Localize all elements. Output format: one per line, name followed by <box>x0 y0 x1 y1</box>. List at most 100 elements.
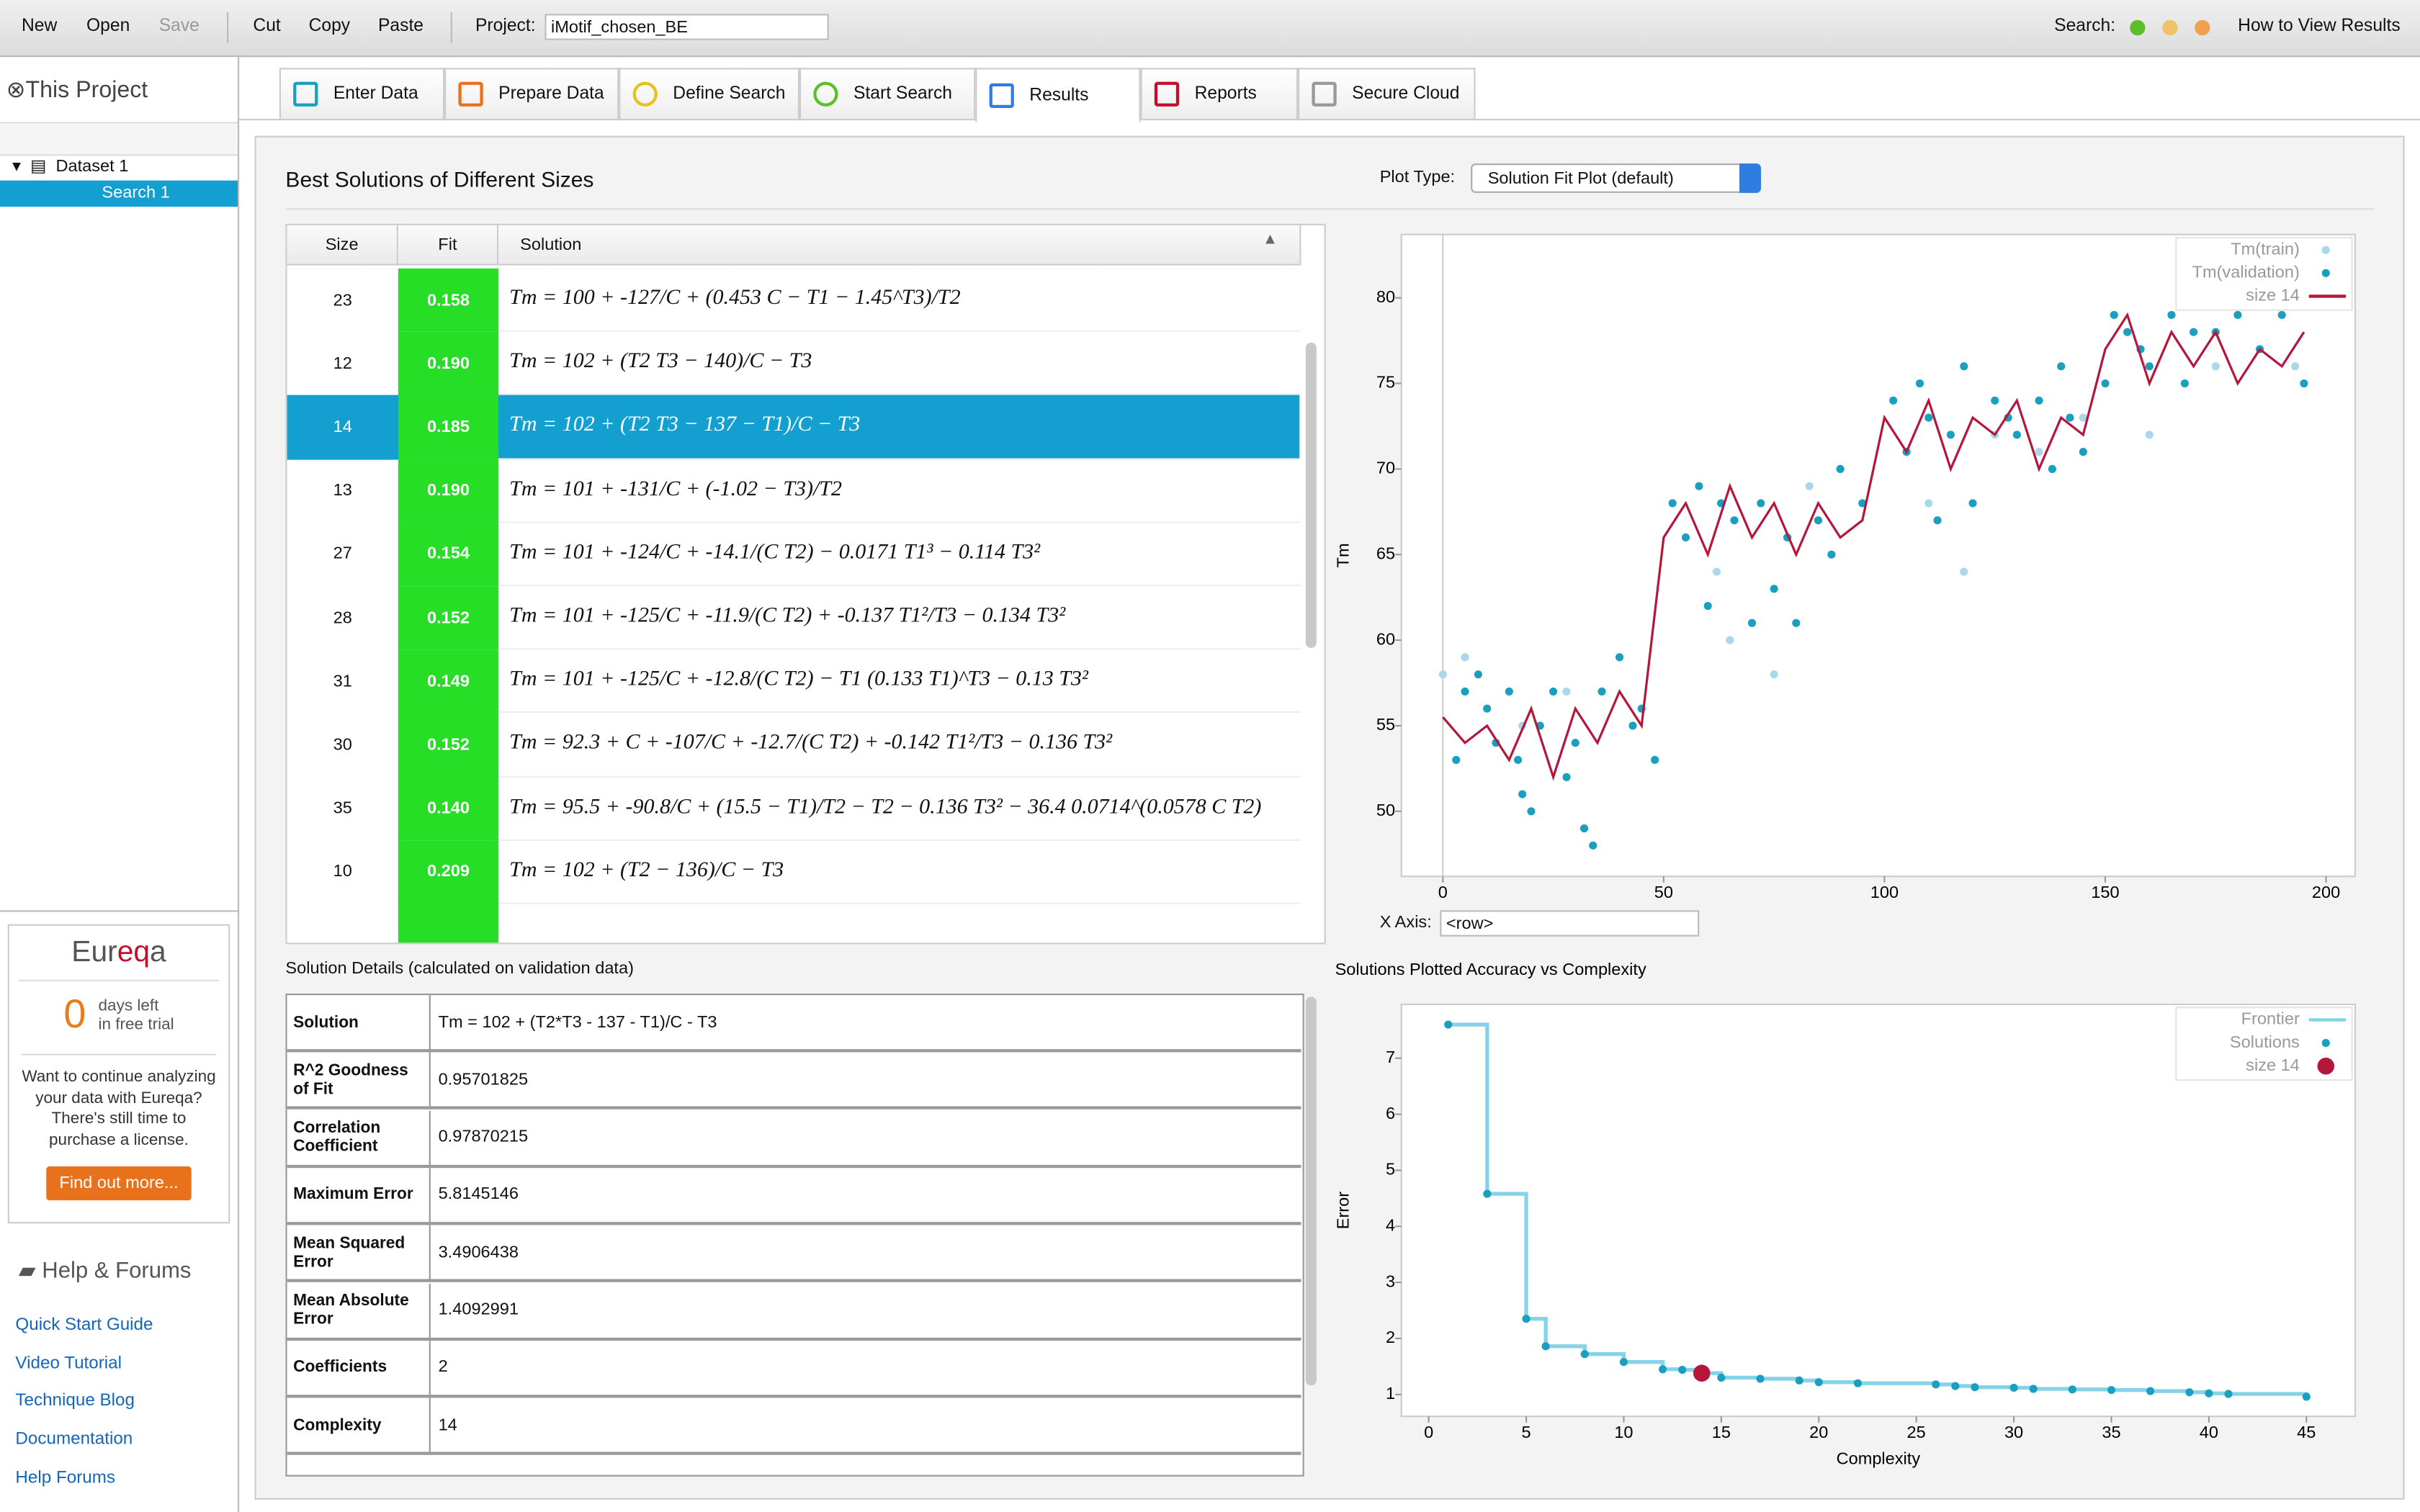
y-axis-label: Tm <box>1334 543 1353 567</box>
legend-symbol <box>2317 1057 2335 1075</box>
tab[interactable]: Start Search <box>799 68 976 119</box>
help-link[interactable]: Technique Blog <box>15 1392 135 1411</box>
button[interactable]: Save <box>158 17 200 36</box>
toolbar: New Open Save Cut Copy Paste Project: iM… <box>0 0 2420 58</box>
help-link[interactable]: Quick Start Guide <box>15 1315 153 1335</box>
tree-item[interactable]: ▾ ▤ Dataset 1 <box>12 157 129 176</box>
separator <box>227 12 229 43</box>
point <box>1452 755 1461 765</box>
tab-label: Start Search <box>853 84 952 104</box>
tree-item-selected[interactable]: Search 1 <box>0 180 238 207</box>
days-text: in free trial <box>98 1014 174 1033</box>
tab[interactable]: Enter Data <box>279 68 445 119</box>
cell: 0.140 <box>398 777 499 841</box>
title-text: This Project <box>25 77 148 104</box>
detail-value: 1.4092991 <box>430 1283 1301 1341</box>
tab[interactable]: Prepare Data <box>444 68 619 119</box>
brand-part: eq <box>117 936 150 969</box>
cell: 23 <box>333 291 352 310</box>
point <box>1792 618 1801 627</box>
detail-value: 5.8145146 <box>430 1168 1301 1225</box>
y-tick-label: 55 <box>1376 715 1395 734</box>
point <box>1619 1358 1628 1367</box>
point <box>2107 1385 2116 1395</box>
help-link[interactable]: Video Tutorial <box>15 1354 122 1373</box>
tab-label: Enter Data <box>333 84 418 104</box>
point <box>1946 431 1955 439</box>
point <box>1518 790 1527 798</box>
x-axis-select[interactable]: <row> <box>1440 910 1700 937</box>
cell: 31 <box>333 672 352 691</box>
tree-label: Dataset 1 <box>55 157 129 176</box>
x-tick-label: 35 <box>2102 1423 2120 1441</box>
point <box>2300 379 2308 388</box>
column-header: Fit <box>398 225 499 266</box>
point <box>1924 499 1933 508</box>
point <box>1717 1373 1726 1382</box>
help-link[interactable]: Help Forums <box>15 1468 116 1488</box>
days-text: days left <box>98 996 159 1014</box>
tab-label: Define Search <box>673 84 786 104</box>
plot-type-label: Plot Type: <box>1379 168 1456 187</box>
legend-label: size 14 <box>2246 1056 2300 1074</box>
tab-label: Prepare Data <box>498 84 604 104</box>
formula: Tm = 100 + -127/C + (0.453 C − T1 − 1.45… <box>498 269 1301 333</box>
cell: 0.185 <box>398 395 499 459</box>
point <box>1444 1020 1453 1029</box>
plot-area <box>1400 233 2357 878</box>
point <box>1695 482 1703 490</box>
point <box>1461 687 1469 696</box>
column-header: Size <box>287 225 398 266</box>
point <box>1505 687 1513 696</box>
tab[interactable]: Secure Cloud <box>1298 68 1476 119</box>
sort-arrow: ▲ <box>1262 231 1278 248</box>
point <box>1814 1378 1823 1387</box>
x-tick-label: 100 <box>1870 883 1899 901</box>
y-tick-label: 6 <box>1386 1104 1395 1122</box>
cell: 0.154 <box>398 522 499 587</box>
y-tick-label: 5 <box>1386 1160 1395 1179</box>
button[interactable]: New <box>22 17 58 36</box>
button[interactable]: Paste <box>378 17 424 36</box>
point <box>2009 1383 2018 1392</box>
point <box>2079 413 2087 422</box>
details-table: Solution Tm = 102 + (T2*T3 - 137 - T1)/C … <box>285 994 1304 1477</box>
details-title: Solution Details (calculated on validati… <box>285 959 634 978</box>
y-tick-label: 60 <box>1376 629 1395 648</box>
find-out-button[interactable]: Find out more... <box>46 1166 192 1201</box>
select-arrow[interactable] <box>1739 163 1761 193</box>
button[interactable]: Open <box>86 17 130 36</box>
label: Search: <box>2054 17 2116 36</box>
tab[interactable]: Reports <box>1140 68 1299 119</box>
help-title: ▰ Help & Forums <box>18 1259 192 1284</box>
point <box>1971 1383 1979 1392</box>
cell: 14 <box>333 418 352 437</box>
tab-label: Results <box>1029 86 1089 105</box>
point <box>1483 704 1492 713</box>
x-tick-label: 150 <box>2091 883 2119 901</box>
legend-label: Solutions <box>2230 1032 2300 1051</box>
point <box>2035 448 2043 456</box>
cell: 28 <box>333 608 352 628</box>
point <box>1461 653 1469 662</box>
legend-label: Frontier <box>2241 1009 2300 1028</box>
button[interactable]: Copy <box>308 17 351 36</box>
point <box>1659 1365 1667 1374</box>
point <box>1814 516 1823 525</box>
tab[interactable]: Results <box>975 68 1141 122</box>
tab-line <box>239 119 2420 121</box>
x-tick-label: 45 <box>2297 1423 2316 1441</box>
point <box>2205 1389 2213 1398</box>
button[interactable]: Cut <box>253 17 281 36</box>
cell: 10 <box>333 863 352 882</box>
help-link[interactable]: Documentation <box>15 1430 133 1449</box>
chart-title: Solutions Plotted Accuracy vs Complexity <box>1335 960 1646 978</box>
formula: Tm = 92.3 + C + -107/C + -12.7/(C T2) + … <box>498 714 1301 778</box>
point <box>1628 721 1637 730</box>
point <box>2079 448 2087 456</box>
separator <box>450 12 452 43</box>
point <box>1562 773 1571 781</box>
tab[interactable]: Define Search <box>619 68 799 119</box>
project-name-input[interactable]: iMotif_chosen_BE <box>544 14 829 40</box>
link[interactable]: How to View Results <box>2238 17 2401 36</box>
